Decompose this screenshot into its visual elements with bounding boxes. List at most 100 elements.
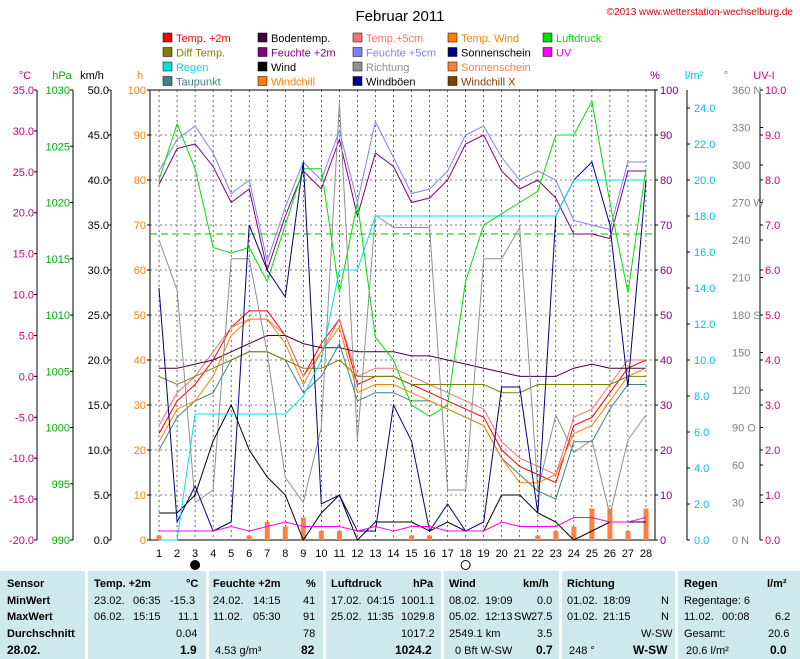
pressure-min-date: 17.02. [331,595,362,607]
wind-min-date: 08.02. [449,595,480,607]
legend-swatch [162,47,173,57]
direction_deg-tick-label: 30 [732,498,744,510]
sunshine-bar [246,535,252,540]
legend-swatch [352,47,363,57]
humidity-avg: 78 [303,628,316,640]
legend-label: Taupunkt [176,77,221,89]
legend-label: Temp. +2m [176,33,231,45]
sunshine-bar [427,535,433,540]
rain_lm2-tick-label: 0.0 [694,535,709,547]
date-label: 28.02. [7,643,41,657]
series-lines [158,99,647,542]
temp_c-tick-label: 30.0 [13,126,34,138]
direction-header: Richtung [567,578,615,590]
series-line [159,517,647,532]
series-line [158,351,646,394]
uv-tick-label: 10.0 [765,85,786,97]
rain-days: Regentage: 6 [684,595,751,607]
stats-divider [441,571,444,659]
legend-label: Feuchte +5cm [366,48,436,60]
wind-max-dir: SW [514,611,532,623]
humidity_pct-tick-label: 50 [660,310,672,322]
temp_c-tick-label: 15.0 [13,249,34,261]
new-moon-icon [190,560,201,570]
x-tick-label: 24 [568,548,580,560]
temp_c-axis-unit: °C [19,70,31,82]
sun_h-tick-label: 80 [134,175,146,187]
rain-current: 0.0 [770,643,787,657]
wind_kmh-tick-label: 25.0 [88,310,109,322]
series-line [158,134,646,272]
legend-swatch [352,32,363,43]
rain-header: Regen [684,578,718,590]
series-line [158,99,647,417]
legend-label: Diff Temp. [176,48,225,60]
x-tick-label: 19 [478,548,490,560]
humidity_pct-tick-label: 70 [660,220,672,232]
rain_lm2-tick-label: 12.0 [694,319,715,331]
direction_deg-tick-label: 180 S [732,310,761,322]
temp-min-time: 06:35 [133,595,161,607]
x-tick-label: 3 [192,548,198,560]
rain-max-date: 11.02. [684,611,714,623]
legend-label: Temp. Wind [461,33,519,45]
x-tick-label: 28 [640,548,652,560]
direction_deg-tick-label: 360 N [732,85,761,97]
temp-unit: °C [186,578,199,590]
pressure_hpa-tick-label: 1025 [46,141,70,153]
sun_h-tick-label: 20 [134,445,146,457]
direction-min-value: N [661,595,669,607]
rain_lm2-tick-label: 16.0 [694,247,715,259]
temp_c-tick-label: 5.0 [19,330,34,342]
humidity_pct-tick-label: 80 [660,175,672,187]
sunshine-bar [336,531,342,540]
sunshine-bar [589,508,595,540]
humidity_pct-tick-label: 90 [660,130,672,142]
series-line [159,335,646,377]
legend-swatch [352,61,363,72]
direction_deg-tick-label: 90 O [732,423,756,435]
sun_h-axis-unit: h [137,70,143,82]
direction_deg-tick-label: 330 [732,123,750,135]
uv-tick-label: 3.0 [765,400,780,412]
plot-grid [150,90,655,540]
temp-max-value: 11.1 [178,611,199,623]
direction_deg-tick-label: 60 [732,460,744,472]
pressure_hpa-tick-label: 1000 [46,423,70,435]
rain_lm2-axis-unit: l/m² [685,70,704,82]
x-tick-label: 27 [622,548,634,560]
moon-phases [190,560,471,570]
uv-tick-label: 5.0 [765,310,780,322]
wind_kmh-tick-label: 50.0 [88,85,109,97]
series-line [159,179,646,541]
sunshine-bar [282,526,288,540]
x-tick-label: 23 [550,548,562,560]
stats-divider [323,571,326,659]
humidity-max-time: 05:30 [253,611,281,623]
humidity_pct-tick-label: 0 [660,535,666,547]
sunshine-bar [607,508,613,540]
sunshine-bar [409,535,415,540]
uv-tick-label: 1.0 [765,490,780,502]
sun_h-tick-label: 50 [134,310,146,322]
rain_lm2-tick-label: 6.0 [694,427,709,439]
pressure-max-value: 1029.8 [401,611,435,623]
pressure-min-time: 04:15 [367,595,395,607]
row-label: MaxWert [7,611,53,623]
x-tick-label: 9 [300,548,306,560]
humidity_pct-axis-unit: % [650,70,660,82]
humidity-header: Feuchte +2m [213,578,281,590]
wind_kmh-tick-label: 10.0 [88,445,109,457]
rain_lm2-tick-label: 2.0 [694,499,709,511]
rain-current-label: 20.6 l/m² [686,645,729,657]
sun_h-tick-label: 60 [134,265,146,277]
legend-swatch [257,61,268,72]
wind-max-time: 12:13 [485,611,513,623]
legend-swatch [447,32,458,43]
wind_kmh-tick-label: 15.0 [88,400,109,412]
uv-axis-unit: UV-I [753,70,774,82]
row-label: MinWert [7,595,51,607]
direction-max-time: 21:15 [603,611,631,623]
series-line [159,403,646,542]
temp_c-tick-label: 25.0 [13,167,34,179]
